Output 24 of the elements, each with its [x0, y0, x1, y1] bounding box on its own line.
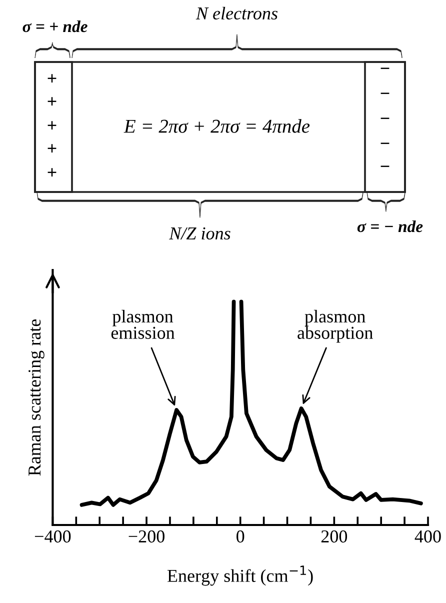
text: − — [380, 68, 390, 69]
annotation: plasmon emission — [111, 310, 175, 339]
text: + — [48, 144, 56, 153]
text: σ = + nde — [22, 20, 88, 32]
text: N/Z ions — [169, 227, 230, 240]
text: − — [380, 142, 390, 144]
x-tick-label: 200 — [321, 530, 348, 543]
text: − — [380, 92, 390, 94]
y-axis-title: Raman scattering rate — [28, 319, 44, 476]
x-tick-label: −400 — [34, 530, 71, 543]
text: + — [48, 168, 56, 177]
x-tick-label: 0 — [236, 530, 244, 543]
text: σ = − nde — [357, 220, 423, 232]
annotation: plasmon absorption — [298, 310, 373, 343]
text: + — [48, 74, 56, 83]
text: + — [48, 121, 56, 130]
text: − — [380, 166, 390, 167]
x-tick-label: −200 — [128, 530, 164, 543]
text: N electrons — [196, 6, 278, 20]
text: E = 2πσ + 2πσ = 4πnde — [124, 119, 310, 133]
text: − — [380, 118, 390, 119]
text: + — [48, 97, 56, 106]
x-tick-label: 400 — [414, 530, 441, 543]
x-axis-title: Energy shift (cm$^{−1}$) — [167, 566, 313, 586]
